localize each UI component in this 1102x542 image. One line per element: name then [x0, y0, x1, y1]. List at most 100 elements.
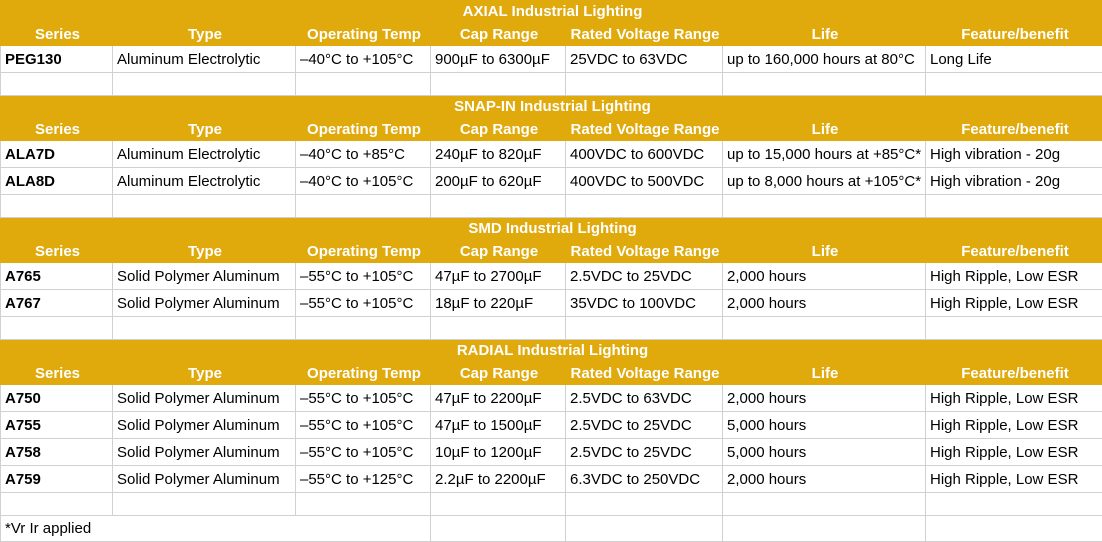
series-cell: A759	[1, 466, 113, 493]
data-cell: Long Life	[926, 46, 1102, 73]
column-header: Life	[723, 23, 926, 46]
data-cell: Solid Polymer Aluminum	[113, 439, 296, 466]
table-row: AXIAL Industrial Lighting	[1, 1, 1102, 23]
data-cell: 10µF to 1200µF	[431, 439, 566, 466]
column-header: Life	[723, 362, 926, 385]
data-cell: 2.5VDC to 25VDC	[566, 412, 723, 439]
data-cell: 2,000 hours	[723, 466, 926, 493]
column-header: Type	[113, 23, 296, 46]
empty-cell	[113, 493, 296, 516]
table-row: SMD Industrial Lighting	[1, 218, 1102, 240]
data-cell: High Ripple, Low ESR	[926, 412, 1102, 439]
data-cell: –55°C to +105°C	[296, 439, 431, 466]
column-header: Cap Range	[431, 23, 566, 46]
data-cell: High Ripple, Low ESR	[926, 466, 1102, 493]
data-cell: 400VDC to 500VDC	[566, 168, 723, 195]
column-header: Feature/benefit	[926, 240, 1102, 263]
series-cell: PEG130	[1, 46, 113, 73]
empty-cell	[431, 73, 566, 96]
data-cell: 25VDC to 63VDC	[566, 46, 723, 73]
column-header: Rated Voltage Range	[566, 362, 723, 385]
table-row: *Vr Ir applied	[1, 516, 1102, 542]
empty-cell	[926, 73, 1102, 96]
empty-cell	[566, 493, 723, 516]
data-cell: –55°C to +105°C	[296, 290, 431, 317]
column-header: Rated Voltage Range	[566, 118, 723, 141]
empty-cell	[1, 317, 113, 340]
table-row	[1, 73, 1102, 96]
data-cell: 2,000 hours	[723, 290, 926, 317]
empty-cell	[296, 493, 431, 516]
section-title: RADIAL Industrial Lighting	[1, 340, 1102, 362]
data-cell: 2.5VDC to 63VDC	[566, 385, 723, 412]
empty-cell	[926, 516, 1102, 542]
series-cell: A750	[1, 385, 113, 412]
table-row	[1, 195, 1102, 218]
data-cell: 200µF to 620µF	[431, 168, 566, 195]
data-cell: 2.5VDC to 25VDC	[566, 263, 723, 290]
data-cell: 5,000 hours	[723, 439, 926, 466]
column-header: Feature/benefit	[926, 118, 1102, 141]
data-cell: 240µF to 820µF	[431, 141, 566, 168]
series-cell: ALA8D	[1, 168, 113, 195]
column-header: Type	[113, 240, 296, 263]
empty-cell	[723, 516, 926, 542]
series-cell: A767	[1, 290, 113, 317]
data-cell: High Ripple, Low ESR	[926, 385, 1102, 412]
empty-cell	[926, 195, 1102, 218]
column-header: Type	[113, 362, 296, 385]
table-row	[1, 317, 1102, 340]
series-cell: A758	[1, 439, 113, 466]
empty-cell	[566, 73, 723, 96]
data-cell: 900µF to 6300µF	[431, 46, 566, 73]
series-cell: A755	[1, 412, 113, 439]
data-cell: –55°C to +105°C	[296, 263, 431, 290]
data-cell: up to 15,000 hours at +85°C*	[723, 141, 926, 168]
data-cell: 2,000 hours	[723, 385, 926, 412]
empty-cell	[113, 73, 296, 96]
column-header: Life	[723, 240, 926, 263]
column-header: Series	[1, 23, 113, 46]
empty-cell	[431, 195, 566, 218]
data-cell: 5,000 hours	[723, 412, 926, 439]
section-title: AXIAL Industrial Lighting	[1, 1, 1102, 23]
empty-cell	[566, 516, 723, 542]
data-cell: 47µF to 2700µF	[431, 263, 566, 290]
column-header: Cap Range	[431, 362, 566, 385]
empty-cell	[926, 493, 1102, 516]
data-cell: 47µF to 2200µF	[431, 385, 566, 412]
data-cell: 47µF to 1500µF	[431, 412, 566, 439]
column-header: Operating Temp	[296, 23, 431, 46]
empty-cell	[723, 493, 926, 516]
data-cell: 400VDC to 600VDC	[566, 141, 723, 168]
data-cell: Solid Polymer Aluminum	[113, 466, 296, 493]
data-cell: –40°C to +105°C	[296, 46, 431, 73]
empty-cell	[926, 317, 1102, 340]
data-cell: –55°C to +105°C	[296, 385, 431, 412]
empty-cell	[1, 493, 113, 516]
data-cell: –40°C to +85°C	[296, 141, 431, 168]
data-cell: 35VDC to 100VDC	[566, 290, 723, 317]
empty-cell	[296, 73, 431, 96]
empty-cell	[113, 195, 296, 218]
column-header: Cap Range	[431, 118, 566, 141]
empty-cell	[566, 317, 723, 340]
column-header: Feature/benefit	[926, 23, 1102, 46]
column-header: Series	[1, 240, 113, 263]
empty-cell	[1, 195, 113, 218]
table-row	[1, 493, 1102, 516]
data-cell: –40°C to +105°C	[296, 168, 431, 195]
empty-cell	[1, 73, 113, 96]
